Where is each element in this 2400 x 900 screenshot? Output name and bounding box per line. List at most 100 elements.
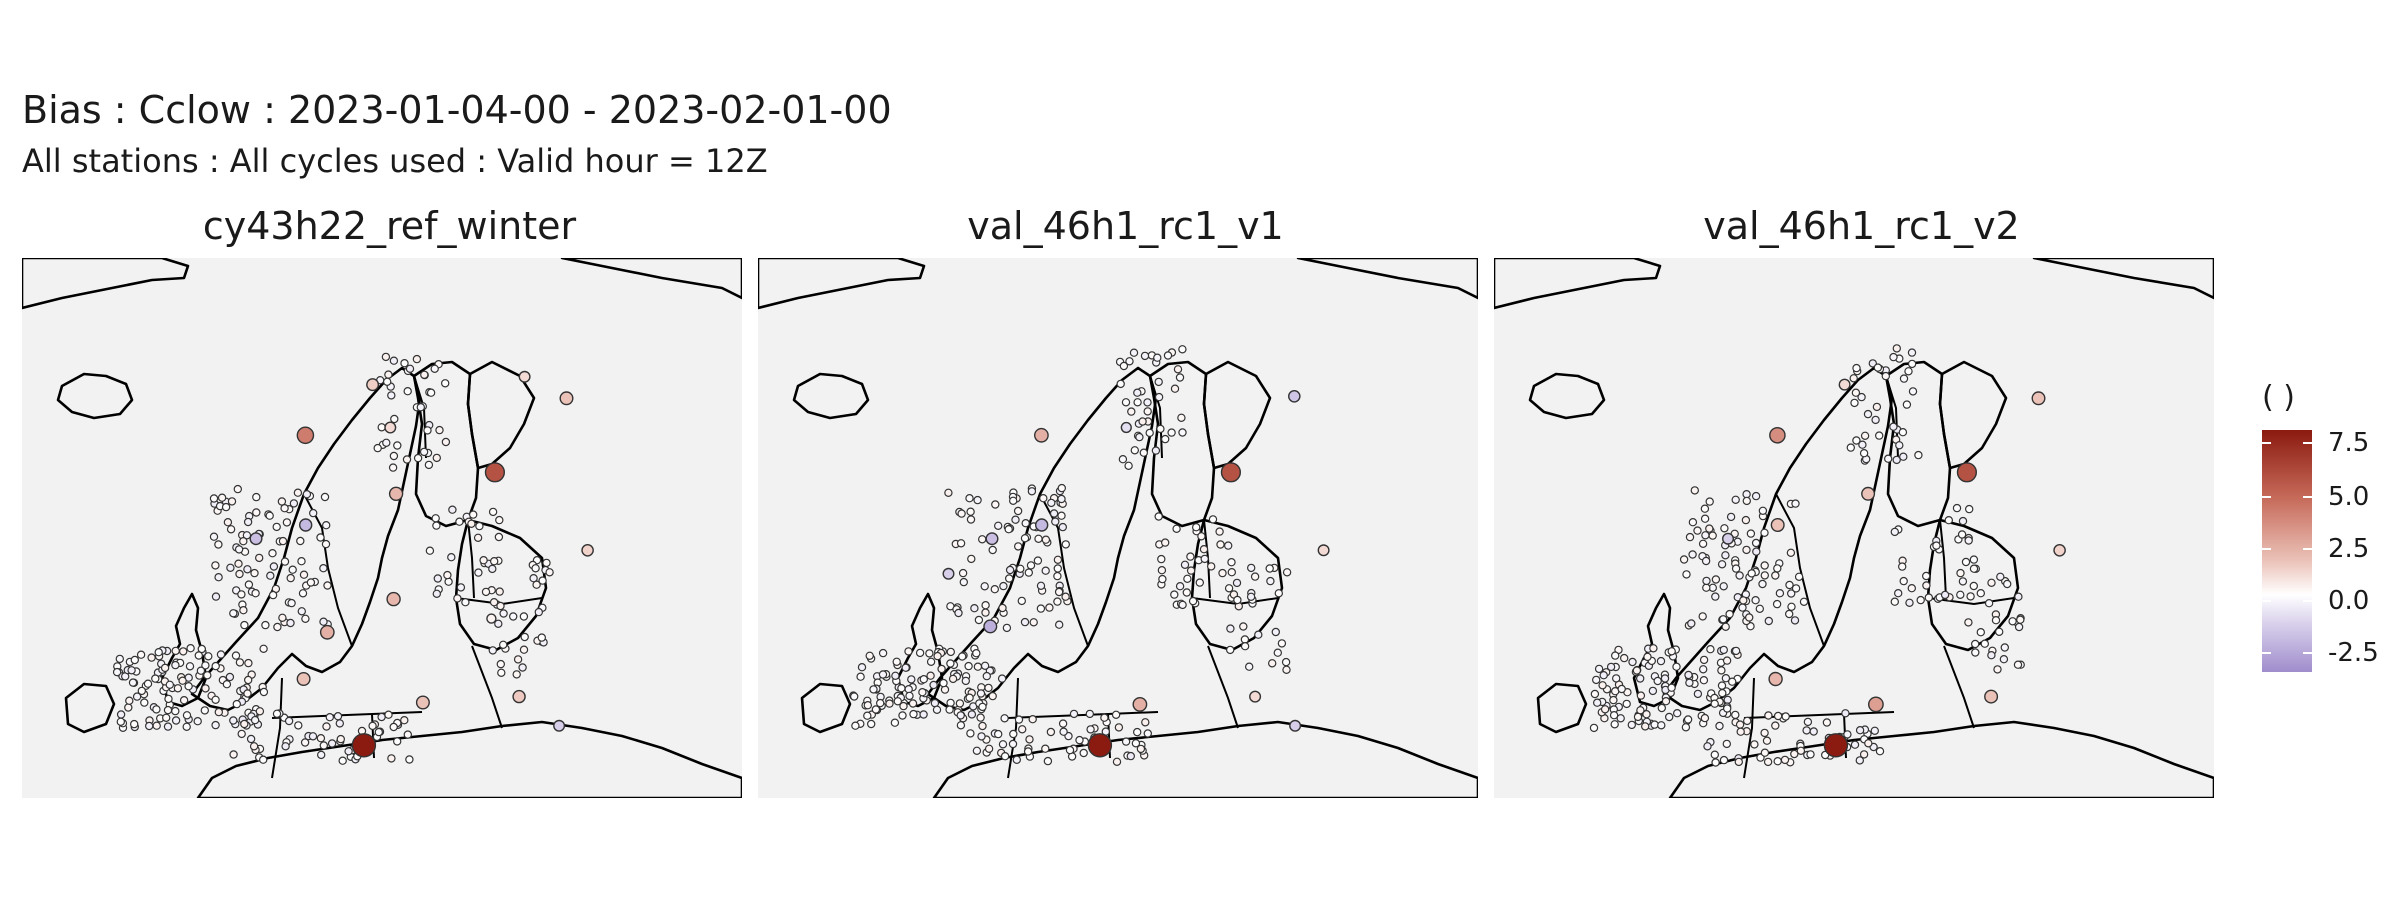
station-marker (1207, 562, 1216, 571)
colorbar-tick (2262, 442, 2312, 444)
station-marker (1864, 739, 1873, 748)
station-marker (1889, 422, 1898, 431)
station-marker (1016, 564, 1025, 573)
station-marker (1971, 639, 1980, 649)
station-marker (1725, 609, 1734, 619)
station-marker (937, 664, 946, 674)
station-marker (1899, 452, 1908, 461)
station-marker (214, 707, 223, 717)
station-marker (333, 712, 343, 721)
station-marker (1061, 592, 1070, 601)
station-marker (269, 562, 279, 571)
station-marker (976, 713, 985, 722)
station-marker (377, 423, 386, 432)
station-point (486, 613, 497, 624)
country-border (467, 519, 475, 599)
station-marker (499, 609, 508, 618)
station-marker (1785, 580, 1794, 590)
station-marker (1688, 518, 1698, 527)
station-marker (1592, 698, 1602, 707)
station-marker (1791, 499, 1800, 508)
station-marker (1802, 726, 1811, 735)
station-marker (147, 653, 156, 662)
station-marker (1721, 551, 1730, 560)
station-point (2053, 543, 2066, 557)
station-marker (545, 568, 554, 577)
station-marker (1914, 450, 1923, 460)
station-marker (373, 443, 382, 453)
station-marker (1268, 659, 1277, 668)
station-marker (1852, 363, 1861, 373)
station-marker (499, 640, 508, 649)
station-marker (171, 706, 180, 716)
station-marker (1047, 498, 1056, 508)
station-marker (426, 388, 436, 397)
station-marker (444, 577, 453, 586)
station-marker (1721, 622, 1730, 631)
station-marker (234, 559, 243, 568)
station-marker (1172, 524, 1181, 533)
station-point (1289, 719, 1302, 732)
station-marker (1760, 748, 1770, 757)
station-marker (1218, 568, 1227, 578)
station-marker (1648, 686, 1658, 696)
station-marker (863, 701, 873, 710)
country-border (271, 711, 423, 719)
station-marker (898, 711, 907, 720)
station-marker (1197, 532, 1206, 541)
station-marker (1790, 616, 1800, 625)
coastline (896, 592, 944, 708)
station-marker (299, 570, 309, 579)
station-marker (1790, 749, 1799, 759)
station-point (1721, 532, 1734, 545)
station-marker (974, 615, 984, 625)
station-marker (282, 518, 292, 527)
station-marker (273, 622, 282, 632)
station-marker (163, 705, 173, 715)
station-marker (226, 563, 235, 572)
station-marker (993, 729, 1003, 739)
station-marker (1719, 755, 1729, 765)
station-marker (984, 744, 994, 753)
station-marker (469, 510, 478, 519)
station-marker (967, 554, 976, 564)
station-marker (240, 620, 249, 630)
station-marker (897, 684, 906, 693)
station-marker (164, 694, 173, 704)
station-marker (1041, 535, 1051, 544)
coastline (1632, 592, 1680, 708)
station-marker (287, 598, 296, 608)
station-marker (531, 564, 540, 573)
station-marker (965, 493, 974, 503)
station-marker (186, 644, 195, 653)
coastline (932, 720, 1478, 798)
station-marker (461, 598, 470, 607)
station-marker (869, 685, 878, 694)
station-marker (1599, 671, 1608, 680)
station-point (1120, 421, 1132, 434)
coastline (800, 682, 852, 734)
country-border (1927, 597, 2015, 606)
station-marker (1049, 509, 1059, 518)
colorbar-label: 2.5 (2328, 534, 2370, 564)
station-marker (1136, 744, 1146, 754)
station-point (581, 543, 594, 557)
station-marker (1741, 515, 1751, 525)
station-marker (272, 522, 281, 532)
station-marker (1188, 596, 1198, 606)
station-marker (863, 711, 872, 720)
station-marker (165, 680, 174, 689)
station-marker (1177, 413, 1186, 422)
station-marker (193, 717, 202, 726)
station-point (1770, 518, 1785, 533)
station-marker (1039, 493, 1048, 503)
station-marker (1643, 652, 1652, 662)
station-marker (1239, 622, 1248, 631)
station-point (1984, 689, 1999, 704)
station-marker (1026, 561, 1036, 570)
station-marker (1250, 572, 1260, 581)
station-marker (1118, 454, 1128, 464)
station-marker (1023, 747, 1033, 756)
station-marker (1200, 554, 1209, 564)
station-marker (1902, 400, 1912, 409)
